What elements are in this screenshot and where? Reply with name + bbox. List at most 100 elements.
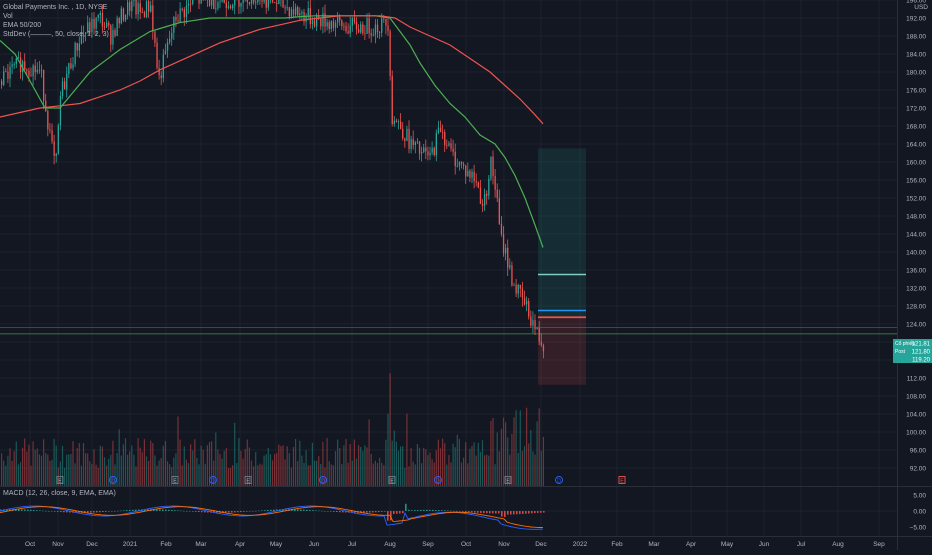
macd-histogram-bar <box>417 510 419 511</box>
candle-body <box>125 15 126 21</box>
macd-histogram-bar <box>366 511 368 513</box>
volume-bar <box>337 440 338 486</box>
candle-body <box>28 71 29 76</box>
volume-bar <box>274 454 275 486</box>
volume-bar <box>108 459 109 486</box>
candle-body <box>39 70 40 71</box>
candle-body <box>255 2 256 3</box>
candle-body <box>516 285 517 294</box>
volume-bar <box>138 438 139 486</box>
volume-bar <box>135 466 136 486</box>
candle-body <box>455 152 456 166</box>
candle-body <box>43 70 44 101</box>
candle-body <box>9 67 10 79</box>
macd-histogram-bar <box>189 511 191 512</box>
candle-body <box>75 43 76 64</box>
candle-body <box>285 8 286 9</box>
volume-bar <box>316 461 317 486</box>
volume-bar <box>1 453 2 486</box>
candle-body <box>96 18 97 29</box>
price-tick-label: 132.00 <box>906 286 926 293</box>
candle-body <box>138 3 139 14</box>
time-axis-label: Nov <box>52 541 64 548</box>
time-axis-label: Oct <box>25 541 35 548</box>
macd-histogram-bar <box>264 510 266 511</box>
volume-bar <box>203 450 204 486</box>
candle-body <box>360 24 361 32</box>
candle-body <box>495 176 496 190</box>
volume-bar <box>482 440 483 486</box>
candle-body <box>486 194 487 196</box>
macd-histogram-bar <box>468 511 470 512</box>
macd-histogram-bar <box>204 511 206 512</box>
candle-body <box>232 5 233 8</box>
volume-bar <box>350 444 351 486</box>
volume-bar <box>238 438 239 486</box>
volume-bar <box>64 468 65 486</box>
price-tick-label: 160.00 <box>906 160 926 167</box>
event-marker-label: D <box>557 478 561 484</box>
time-axis-label: Nov <box>498 541 510 548</box>
time-axis-label: Sep <box>422 541 434 548</box>
candle-body <box>463 164 464 165</box>
time-axis-label: Mar <box>648 541 660 548</box>
volume-bar <box>295 439 296 486</box>
candle-body <box>408 129 409 149</box>
volume-bar <box>446 465 447 486</box>
volume-bar <box>224 451 225 486</box>
volume-bar <box>513 417 514 486</box>
volume-bar <box>217 450 218 486</box>
time-axis-label: Jun <box>759 541 770 548</box>
volume-bar <box>125 438 126 486</box>
candle-body <box>228 6 229 8</box>
candle-body <box>16 58 17 64</box>
volume-bar <box>299 441 300 486</box>
candle-body <box>26 70 27 71</box>
volume-bar <box>381 463 382 486</box>
volume-bar <box>442 439 443 486</box>
volume-bar <box>497 432 498 486</box>
candle-body <box>154 31 155 42</box>
candle-body <box>532 320 533 325</box>
price-tick-label: 188.00 <box>906 34 926 41</box>
price-tick-label: 136.00 <box>906 268 926 275</box>
macd-histogram-bar <box>537 511 539 513</box>
price-tick-label: 180.00 <box>906 70 926 77</box>
volume-bar <box>230 468 231 486</box>
macd-histogram-bar <box>426 510 428 511</box>
candle-body <box>476 181 477 182</box>
volume-bar <box>93 449 94 486</box>
macd-histogram-bar <box>300 509 302 511</box>
macd-tick-label: −5.00 <box>910 525 927 532</box>
time-axis-label: Jul <box>348 541 357 548</box>
macd-histogram-bar <box>450 511 452 512</box>
volume-bar <box>301 456 302 486</box>
candle-body <box>320 19 321 27</box>
volume-bar <box>54 439 55 486</box>
candle-body <box>234 0 235 5</box>
candle-body <box>387 25 388 31</box>
candle-body <box>68 63 69 74</box>
candle-body <box>184 10 185 17</box>
volume-bar <box>261 465 262 486</box>
macd-histogram-bar <box>60 511 62 512</box>
candle-body <box>297 7 298 15</box>
candle-body <box>175 17 176 20</box>
volume-bar <box>196 458 197 486</box>
macd-histogram-bar <box>405 504 407 511</box>
candle-body <box>45 101 46 111</box>
volume-bar <box>87 453 88 486</box>
candle-body <box>490 157 491 179</box>
candle-body <box>289 7 290 16</box>
volume-bar <box>297 461 298 486</box>
candle-body <box>278 0 279 4</box>
macd-histogram-bar <box>27 510 29 511</box>
volume-bar <box>163 446 164 486</box>
volume-bar <box>303 463 304 486</box>
macd-histogram-bar <box>459 511 461 512</box>
candle-body <box>291 9 292 16</box>
candle-body <box>339 17 340 21</box>
price-tick-label: 104.00 <box>906 412 926 419</box>
